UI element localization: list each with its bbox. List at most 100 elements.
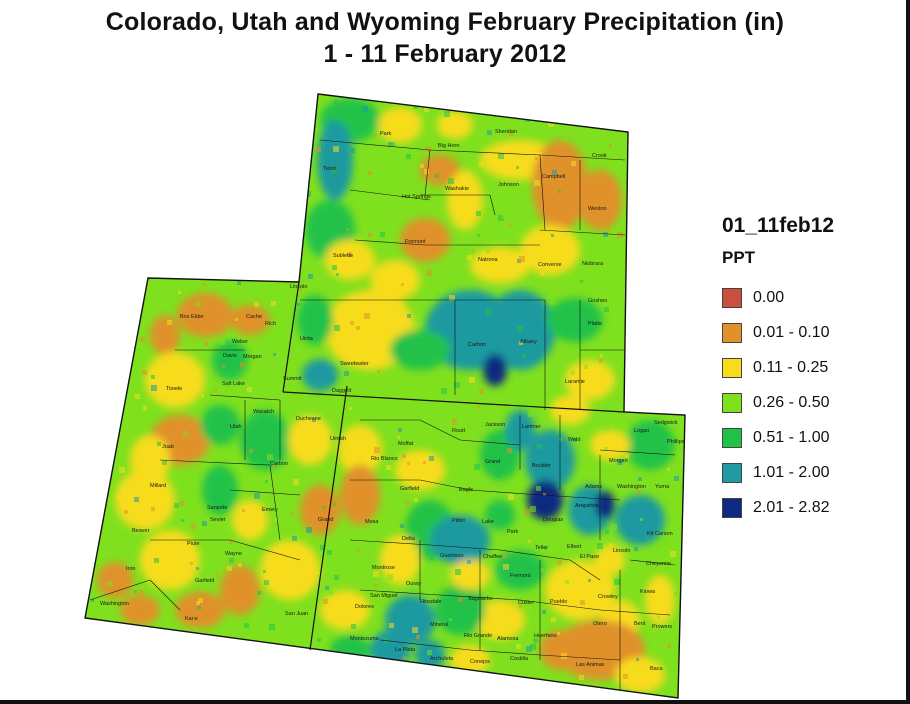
raster-cell — [368, 233, 372, 237]
county-boundary — [629, 559, 676, 566]
raster-cell — [611, 524, 617, 530]
county-label: Elbert — [567, 544, 582, 550]
county-label: Emery — [262, 507, 278, 513]
county-label: Fremont — [510, 573, 531, 579]
raster-cell — [425, 146, 431, 152]
precip-zone — [520, 225, 580, 275]
county-label: Wayne — [225, 551, 242, 557]
raster-cell — [308, 274, 313, 279]
county-boundary — [159, 459, 271, 466]
county-label: Ouray — [406, 581, 421, 587]
raster-cell — [551, 617, 556, 622]
raster-cell — [519, 341, 523, 345]
raster-cell — [400, 524, 404, 528]
raster-cell — [599, 359, 603, 363]
raster-cell — [214, 388, 217, 391]
raster-cell — [107, 581, 113, 587]
county-label: Crook — [592, 153, 607, 159]
precip-zone — [300, 485, 340, 535]
precip-zone — [97, 562, 133, 598]
raster-cell — [178, 291, 181, 294]
raster-cell — [222, 365, 225, 368]
county-label: Weber — [232, 339, 248, 345]
raster-cell — [486, 309, 492, 315]
raster-cell — [474, 464, 480, 470]
raster-cell — [267, 454, 273, 460]
raster-cell — [350, 148, 355, 153]
map-subtitle: 1 - 11 February 2012 — [323, 40, 567, 68]
raster-cell — [374, 584, 377, 587]
raster-cell — [524, 509, 530, 515]
county-label: Converse — [538, 262, 562, 268]
raster-cell — [181, 519, 184, 522]
raster-cell — [479, 389, 484, 394]
raster-cell — [540, 568, 544, 572]
county-label: Alamosa — [497, 636, 519, 642]
raster-cell — [334, 100, 338, 104]
raster-cell — [455, 421, 459, 425]
raster-cell — [333, 146, 339, 152]
raster-cell — [374, 447, 380, 453]
raster-cell — [441, 388, 447, 394]
precip-zone — [615, 657, 665, 693]
raster-cell — [269, 624, 275, 630]
raster-cell — [534, 180, 540, 186]
raster-cell — [235, 318, 238, 321]
raster-cell — [244, 623, 249, 628]
raster-cell — [271, 301, 276, 306]
county-label: Sweetwater — [340, 361, 369, 367]
raster-cell — [407, 462, 410, 465]
county-boundary — [569, 559, 601, 581]
raster-cell — [119, 467, 125, 473]
raster-cell — [530, 644, 536, 650]
raster-cell — [444, 111, 450, 117]
map-title: Colorado, Utah and Wyoming February Prec… — [105, 8, 785, 36]
raster-cell — [475, 547, 481, 553]
raster-cell — [157, 442, 161, 446]
county-boundary — [599, 449, 676, 456]
legend-item: 0.51 - 1.00 — [722, 420, 834, 455]
raster-cell — [254, 493, 260, 499]
raster-cell — [298, 287, 302, 291]
border-ut-wy — [282, 281, 300, 393]
legend-item: 0.01 - 0.10 — [722, 315, 834, 350]
county-label: Mineral — [430, 622, 448, 628]
county-label: Juab — [162, 444, 174, 450]
raster-cell — [307, 375, 310, 378]
raster-cell — [458, 597, 463, 602]
raster-cell — [674, 592, 679, 597]
raster-cell — [197, 606, 201, 610]
raster-cell — [151, 507, 155, 511]
raster-cell — [474, 325, 477, 328]
legend-field-name: PPT — [722, 248, 756, 267]
raster-cell — [135, 394, 140, 399]
raster-cell — [254, 302, 259, 307]
precip-zone — [565, 360, 615, 400]
raster-cell — [338, 167, 343, 172]
county-label: Otero — [593, 621, 607, 627]
county-label: La Plata — [395, 647, 416, 653]
raster-cell — [422, 518, 425, 521]
raster-cell — [604, 447, 608, 451]
raster-cell — [614, 579, 620, 585]
raster-cell — [316, 571, 319, 574]
raster-cell — [449, 295, 455, 301]
raster-cell — [312, 418, 316, 422]
raster-cell — [414, 498, 418, 502]
county-label: Summit — [283, 376, 302, 382]
county-boundary — [499, 549, 571, 561]
raster-cell — [667, 468, 670, 471]
county-boundary — [379, 639, 471, 651]
precip-zone — [230, 305, 270, 335]
raster-cell — [143, 406, 147, 410]
raster-cell — [257, 591, 261, 595]
county-boundary — [424, 149, 431, 196]
raster-cell — [559, 438, 562, 441]
county-label: Natrona — [478, 257, 499, 263]
legend-swatch — [722, 322, 742, 343]
precip-zone — [288, 415, 332, 465]
raster-cell — [611, 377, 614, 380]
raster-cell — [377, 370, 380, 373]
county-boundary — [149, 579, 181, 611]
raster-cell — [552, 170, 557, 175]
